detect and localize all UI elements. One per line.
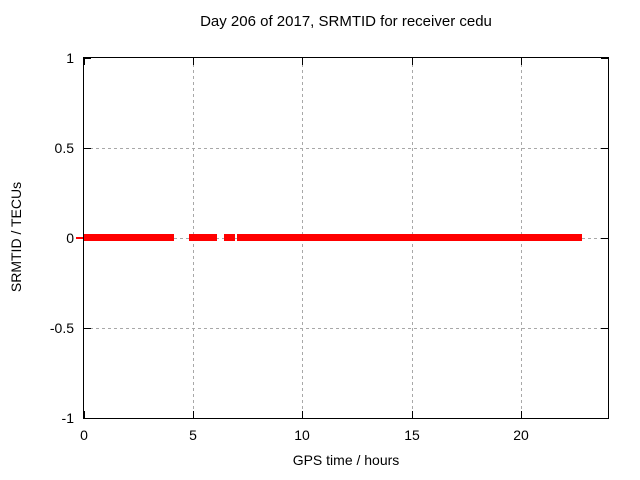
y-tick-label: 1: [66, 50, 74, 66]
data-segment: [188, 234, 218, 241]
plot-area: [83, 57, 609, 419]
x-tick: [412, 58, 413, 65]
x-tick: [302, 58, 303, 65]
data-marker-overhang: [76, 237, 83, 239]
y-tick: [601, 58, 608, 59]
x-tick: [193, 411, 194, 418]
y-tick-label: 0: [66, 230, 74, 246]
x-tick-label: 5: [189, 427, 197, 443]
y-tick: [601, 148, 608, 149]
x-tick: [412, 411, 413, 418]
x-tick-label: 15: [404, 427, 420, 443]
data-segment: [84, 234, 174, 241]
x-tick: [84, 411, 85, 418]
y-gridline: [84, 148, 608, 149]
x-tick: [521, 411, 522, 418]
y-tick: [84, 328, 91, 329]
x-tick: [84, 58, 85, 65]
data-segment: [223, 234, 236, 241]
y-gridline: [84, 328, 608, 329]
y-tick: [601, 418, 608, 419]
x-tick-label: 0: [80, 427, 88, 443]
x-tick: [302, 411, 303, 418]
x-tick-label: 20: [513, 427, 529, 443]
y-tick: [84, 58, 91, 59]
y-tick-label: -0.5: [49, 320, 74, 336]
y-tick-label: 0.5: [54, 140, 74, 156]
chart-title: Day 206 of 2017, SRMTID for receiver ced…: [200, 13, 492, 30]
y-tick: [84, 418, 91, 419]
x-axis-label: GPS time / hours: [292, 452, 400, 468]
x-tick: [521, 58, 522, 65]
x-tick: [193, 58, 194, 65]
y-tick: [601, 328, 608, 329]
y-tick: [601, 238, 608, 239]
data-segment: [237, 234, 582, 241]
y-tick-label: -1: [61, 410, 74, 426]
x-tick-label: 10: [294, 427, 310, 443]
y-tick: [84, 148, 91, 149]
